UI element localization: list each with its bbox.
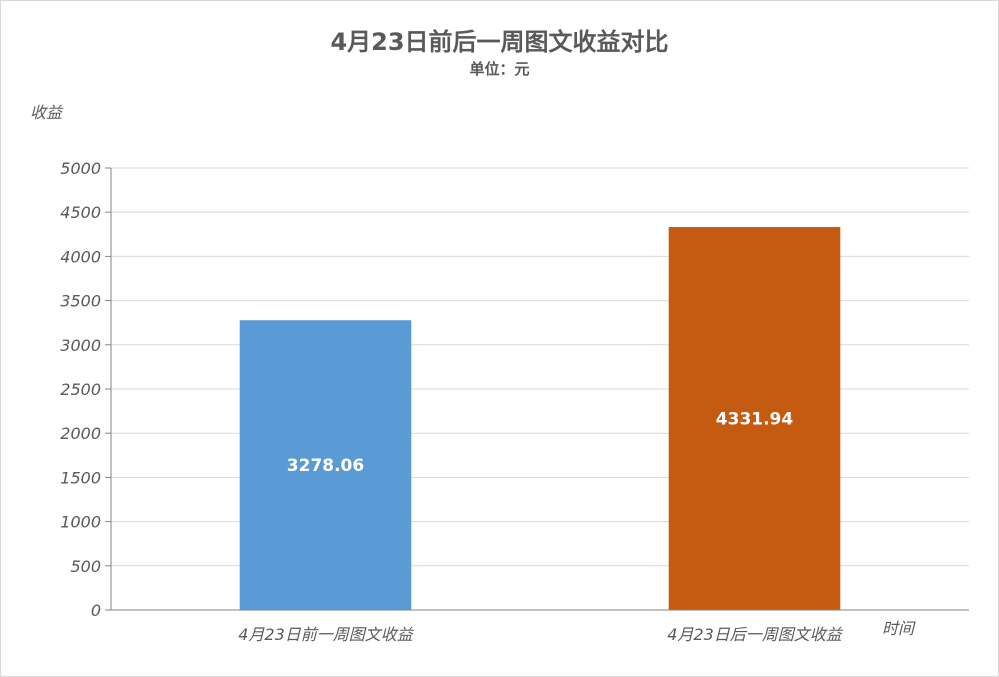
y-tick-label: 0 <box>91 601 101 620</box>
y-tick-label: 1000 <box>60 513 101 532</box>
y-tick-label: 2000 <box>60 424 101 443</box>
chart-title: 4月23日前后一周图文收益对比 <box>330 28 669 56</box>
y-tick-label: 3500 <box>60 292 101 311</box>
y-axis-title: 收益 <box>30 103 64 122</box>
bar-data-label: 3278.06 <box>287 456 364 476</box>
bars: 3278.06 4331.94 <box>239 227 841 610</box>
y-tick-label: 4000 <box>60 247 101 266</box>
bar <box>239 320 412 610</box>
x-axis-title: 时间 <box>882 619 916 638</box>
chart-subtitle: 单位：元 <box>469 60 530 78</box>
x-axis-categories: 4月23日前一周图文收益 4月23日后一周图文收益 <box>238 625 844 644</box>
y-tick-label: 5000 <box>60 159 101 178</box>
x-category-label: 4月23日前一周图文收益 <box>238 625 415 644</box>
y-axis-ticks: 0 500 1000 1500 2000 2500 3000 3500 4000 4500 5000 <box>60 159 111 620</box>
bar <box>668 227 841 610</box>
y-tick-label: 3000 <box>60 336 101 355</box>
y-tick-label: 2500 <box>60 380 101 399</box>
y-tick-label: 1500 <box>60 468 101 487</box>
bar-data-label: 4331.94 <box>716 410 794 430</box>
y-tick-label: 4500 <box>60 203 101 222</box>
y-tick-label: 500 <box>70 557 101 576</box>
x-category-label: 4月23日后一周图文收益 <box>667 625 844 644</box>
